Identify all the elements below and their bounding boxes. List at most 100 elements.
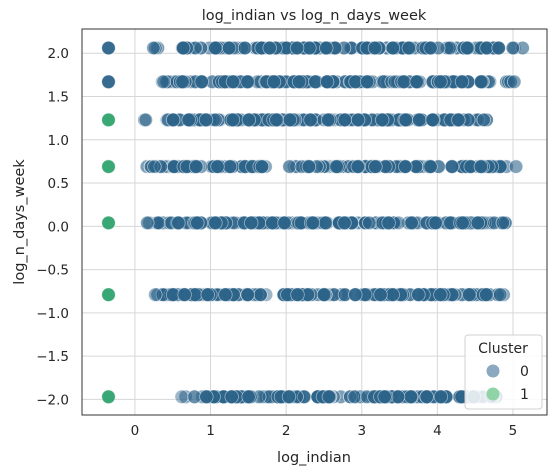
data-point-cluster-0 xyxy=(321,389,337,405)
data-point-cluster-1 xyxy=(101,389,116,405)
data-point-cluster-0 xyxy=(208,40,223,56)
y-axis-label: log_n_days_week xyxy=(12,159,28,285)
data-point-cluster-0 xyxy=(291,74,307,90)
data-point-cluster-0 xyxy=(281,389,297,405)
data-point-cluster-0 xyxy=(479,287,494,302)
data-point-cluster-0 xyxy=(350,159,366,174)
data-point-cluster-0 xyxy=(303,112,318,128)
x-tick-label: 1 xyxy=(206,423,215,439)
data-point-cluster-0 xyxy=(508,159,524,174)
data-point-cluster-0 xyxy=(305,215,321,231)
data-point-cluster-0 xyxy=(505,40,521,56)
data-point-cluster-0 xyxy=(377,389,392,405)
data-point-cluster-0 xyxy=(266,74,282,90)
data-point-cluster-0 xyxy=(433,389,449,405)
data-point-cluster-0 xyxy=(174,389,189,405)
data-point-cluster-0 xyxy=(348,287,363,302)
data-point-cluster-0 xyxy=(385,40,401,56)
data-point-cluster-0 xyxy=(138,112,154,128)
data-point-cluster-0 xyxy=(493,287,508,302)
data-point-cluster-0 xyxy=(302,40,317,56)
data-point-cluster-0 xyxy=(176,40,191,56)
y-tick-label: −1.0 xyxy=(36,306,69,322)
data-point-cluster-1 xyxy=(101,215,116,231)
legend: Cluster 0 1 xyxy=(464,334,543,410)
data-point-cluster-0 xyxy=(190,215,205,231)
data-point-cluster-0 xyxy=(318,215,333,231)
data-point-cluster-0 xyxy=(462,287,477,302)
data-point-cluster-0 xyxy=(282,159,297,174)
data-point-cluster-0 xyxy=(147,159,162,174)
data-point-cluster-0 xyxy=(225,74,241,90)
data-point-cluster-0 xyxy=(289,40,305,56)
data-point-cluster-0 xyxy=(404,215,419,231)
data-point-cluster-0 xyxy=(198,112,214,128)
y-tick-labels: 2.0 1.5 1.0 0.5 0.0 −0.5 −1.0 −1.5 −2.0 xyxy=(36,46,69,408)
data-point-cluster-0 xyxy=(454,74,470,90)
data-point-cluster-0 xyxy=(412,112,427,128)
points-layer xyxy=(101,40,530,405)
y-tick-label: −1.5 xyxy=(36,349,69,365)
data-point-cluster-0 xyxy=(290,287,305,302)
data-point-cluster-0 xyxy=(224,389,239,405)
data-point-cluster-0 xyxy=(241,389,256,405)
data-point-cluster-0 xyxy=(396,74,412,90)
y-tick-label: 0.0 xyxy=(48,219,69,235)
data-point-cluster-0 xyxy=(237,40,253,56)
data-point-cluster-0 xyxy=(381,215,396,231)
data-point-cluster-0 xyxy=(444,159,460,174)
data-point-cluster-0 xyxy=(401,40,417,56)
data-point-cluster-0 xyxy=(428,215,443,231)
x-tick-label: 4 xyxy=(433,423,442,439)
data-point-cluster-0 xyxy=(433,74,448,90)
data-point-cluster-0 xyxy=(240,74,255,90)
data-point-cluster-0 xyxy=(254,159,270,174)
data-point-cluster-0 xyxy=(181,112,196,128)
data-point-cluster-0 xyxy=(277,215,292,231)
data-point-cluster-0 xyxy=(476,112,491,128)
data-point-cluster-0 xyxy=(200,287,215,302)
data-point-cluster-0 xyxy=(398,159,413,174)
data-point-cluster-0 xyxy=(241,112,257,128)
data-point-cluster-0 xyxy=(368,159,383,174)
y-tick-label: 2.0 xyxy=(48,46,69,62)
data-point-cluster-0 xyxy=(243,215,259,231)
data-point-cluster-1 xyxy=(101,74,116,90)
data-point-cluster-0 xyxy=(175,74,190,90)
data-point-cluster-0 xyxy=(337,112,353,128)
data-point-cluster-0 xyxy=(282,112,298,128)
chart-title: log_indian vs log_n_days_week xyxy=(202,8,427,24)
legend-title: Cluster xyxy=(478,341,528,357)
data-point-cluster-0 xyxy=(350,112,366,128)
data-point-cluster-0 xyxy=(194,74,209,90)
y-tick-label: −2.0 xyxy=(36,392,69,408)
data-point-cluster-0 xyxy=(188,159,204,174)
data-point-cluster-0 xyxy=(218,287,233,302)
data-point-cluster-0 xyxy=(208,215,223,231)
data-point-cluster-0 xyxy=(321,112,336,128)
data-point-cluster-0 xyxy=(177,287,192,302)
data-point-cluster-0 xyxy=(319,74,335,90)
data-point-cluster-0 xyxy=(409,74,424,90)
data-point-cluster-0 xyxy=(319,40,334,56)
data-point-cluster-0 xyxy=(385,287,400,302)
data-point-cluster-0 xyxy=(225,112,241,128)
legend-label-cluster-0: 0 xyxy=(520,364,529,380)
y-tick-label: 1.0 xyxy=(48,133,69,149)
data-point-cluster-0 xyxy=(262,40,277,56)
data-point-cluster-0 xyxy=(507,74,522,90)
data-point-cluster-0 xyxy=(165,112,181,128)
legend-box xyxy=(464,334,543,410)
data-point-cluster-0 xyxy=(301,159,317,174)
data-point-cluster-0 xyxy=(171,215,186,231)
data-point-cluster-0 xyxy=(221,40,237,56)
data-point-cluster-0 xyxy=(253,287,268,302)
x-axis-label: log_indian xyxy=(277,450,351,466)
data-point-cluster-0 xyxy=(375,112,390,128)
y-tick-label: 1.5 xyxy=(48,90,69,106)
legend-label-cluster-1: 1 xyxy=(520,387,529,403)
data-point-cluster-1 xyxy=(101,287,116,302)
data-point-cluster-0 xyxy=(474,74,489,90)
legend-marker-cluster-0 xyxy=(486,364,500,378)
